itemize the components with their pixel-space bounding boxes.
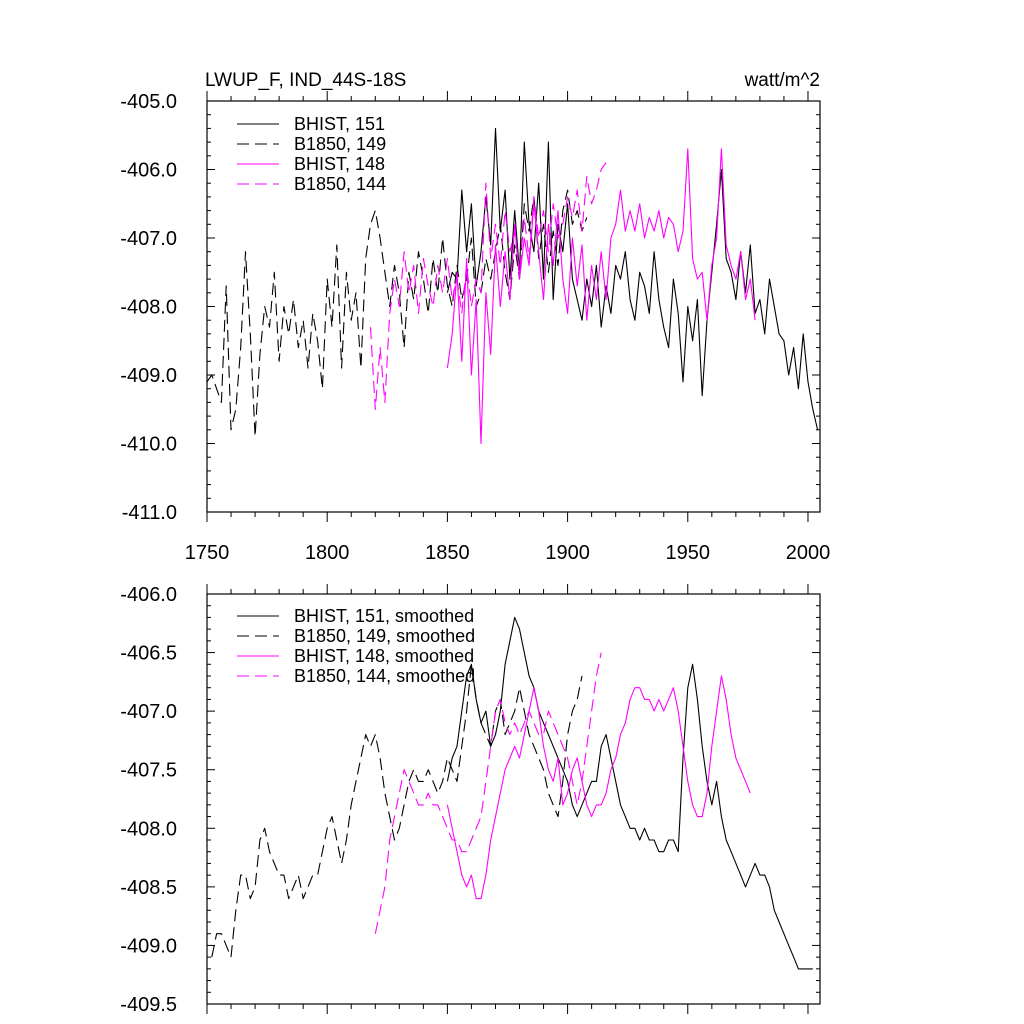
y-tick-label: -410.0 [120, 434, 177, 456]
y-tick-label: -407.0 [120, 701, 177, 723]
series-line-b1850-144-smoothed [374, 652, 602, 934]
y-tick-label: -408.5 [120, 877, 177, 899]
legend-label: B1850, 149 [294, 134, 386, 154]
top-panel-units: watt/m^2 [744, 70, 820, 91]
y-tick-label: -407.0 [120, 228, 177, 250]
legend-label: B1850, 144, smoothed [294, 666, 475, 686]
x-tick-label: 2000 [786, 542, 831, 564]
legend-label: B1850, 149, smoothed [294, 626, 475, 646]
x-tick-label: 1750 [185, 542, 230, 564]
y-tick-label: -409.0 [120, 365, 177, 387]
x-tick-label: 1900 [545, 542, 590, 564]
y-tick-label: -409.0 [120, 935, 177, 957]
series-line-b1850-144 [369, 162, 607, 410]
legend-label: BHIST, 148 [294, 154, 385, 174]
y-tick-label: -409.5 [120, 994, 177, 1016]
x-tick-label: 1850 [425, 542, 470, 564]
top-panel: LWUP_F, IND_44S-18S watt/m^2 -405.0 -406.… [120, 70, 830, 564]
y-tick-label: -408.0 [120, 297, 177, 319]
x-tick-label: 1950 [666, 542, 711, 564]
series-line-bhist-148-smoothed [446, 675, 751, 900]
bottom-panel: -406.0 -406.5 -407.0 -407.5 -408.0 -408.5 -409… [120, 584, 821, 1016]
y-tick-label: -406.0 [120, 160, 177, 182]
series-line-b1850-149-smoothed [211, 663, 583, 958]
plot-frame [206, 593, 821, 1005]
legend-label: B1850, 144 [294, 174, 386, 194]
y-tick-label: -406.0 [120, 584, 177, 606]
legend-label: BHIST, 151 [294, 114, 385, 134]
series-line-bhist-151-smoothed [446, 616, 813, 970]
y-tick-label: -411.0 [122, 502, 177, 524]
y-tick-label: -406.5 [120, 643, 177, 665]
y-tick-label: -407.5 [120, 760, 177, 782]
y-tick-label: -408.0 [120, 818, 177, 840]
y-tick-label: -405.0 [120, 91, 177, 113]
x-tick-label: 1800 [305, 542, 350, 564]
series-line-b1850-149 [207, 189, 588, 438]
legend-label: BHIST, 148, smoothed [294, 646, 474, 666]
legend-label: BHIST, 151, smoothed [294, 606, 474, 626]
series-line-bhist-151 [446, 127, 819, 430]
top-panel-title: LWUP_F, IND_44S-18S [205, 70, 406, 91]
series-line-bhist-148 [446, 148, 756, 445]
